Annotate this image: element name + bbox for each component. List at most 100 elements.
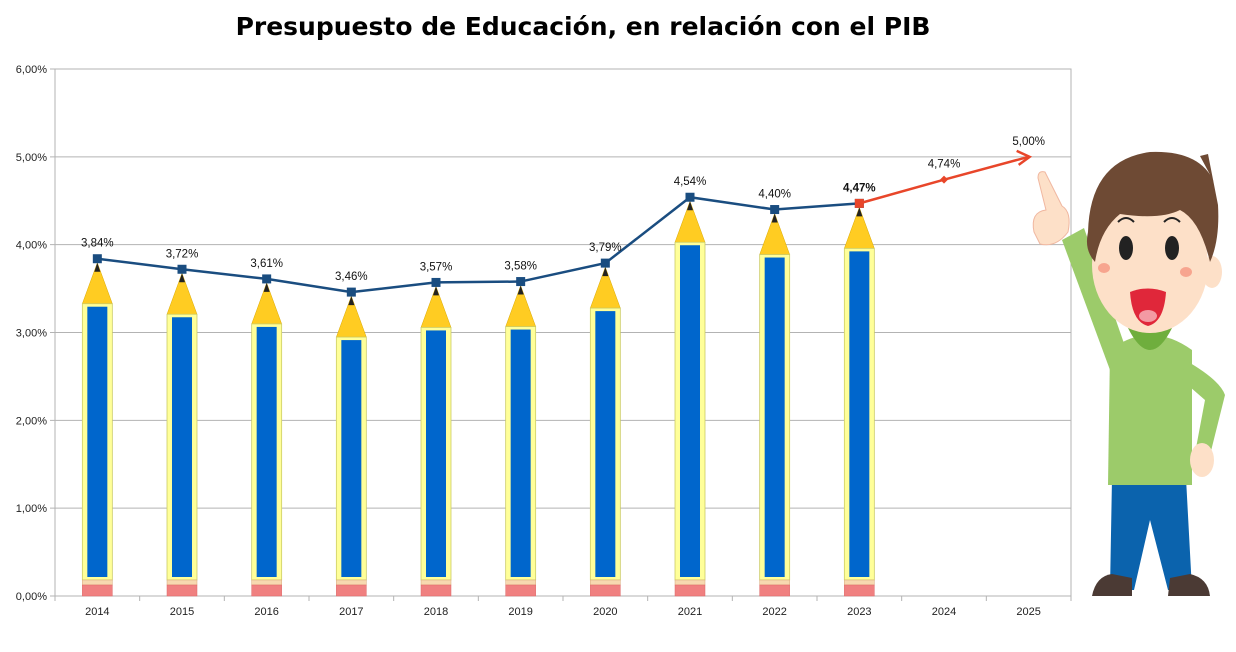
pencil-bar bbox=[81, 261, 113, 597]
x-tick-label: 2025 bbox=[1016, 606, 1040, 618]
data-label: 3,72% bbox=[166, 248, 199, 260]
grid: 0,00% 1,00% 2,00% 3,00% 4,00% 5,00% 6,00% 2014 2… bbox=[16, 64, 1072, 618]
pencil-lead bbox=[602, 267, 609, 277]
x-tick-label: 2018 bbox=[424, 606, 448, 618]
x-tick-label: 2019 bbox=[508, 606, 532, 618]
pencil-bar bbox=[335, 295, 367, 597]
pencil-bar bbox=[420, 285, 452, 597]
chart-title: Presupuesto de Educación, en relación co… bbox=[235, 12, 931, 41]
pencil-ferrule bbox=[674, 579, 706, 586]
x-tick-label: 2023 bbox=[847, 606, 871, 618]
series-lines bbox=[92, 149, 1033, 297]
y-tick-label: 6,00% bbox=[16, 64, 47, 76]
x-tick-label: 2021 bbox=[678, 606, 702, 618]
pencil-eraser bbox=[759, 584, 790, 597]
line-marker bbox=[177, 264, 187, 274]
y-tick-label: 4,00% bbox=[16, 240, 47, 252]
line-marker bbox=[516, 277, 526, 287]
x-tick-label: 2015 bbox=[170, 606, 194, 618]
pencil-stripe bbox=[426, 330, 446, 577]
pencil-ferrule bbox=[420, 579, 452, 586]
pencil-stripe bbox=[510, 329, 531, 577]
pencil-lead bbox=[348, 296, 355, 306]
pencil-bar bbox=[759, 212, 791, 597]
data-labels: 3,84% 3,72% 3,61% 3,46% 3,57% 3,58% 3,79% 4,54%… bbox=[81, 136, 1045, 283]
pencil-stripe bbox=[256, 326, 277, 577]
pencil-lead bbox=[179, 273, 185, 283]
y-tick-label: 5,00% bbox=[16, 152, 47, 164]
pencil-stripe bbox=[87, 306, 108, 577]
pencil-stripe bbox=[172, 317, 192, 577]
pencil-ferrule bbox=[590, 579, 621, 586]
data-label: 3,61% bbox=[250, 258, 283, 270]
pencil-ferrule bbox=[505, 579, 536, 586]
pencil-stripe bbox=[764, 257, 785, 577]
pencil-eraser bbox=[336, 584, 367, 597]
line-marker bbox=[262, 274, 272, 284]
pencil-eraser bbox=[674, 584, 706, 597]
projection-marker bbox=[854, 198, 864, 208]
pencil-eraser bbox=[505, 584, 536, 597]
cartoon-boy-pointing-icon bbox=[1032, 151, 1225, 596]
data-label: 3,58% bbox=[504, 261, 537, 273]
x-tick-label: 2022 bbox=[762, 606, 786, 618]
bars bbox=[81, 200, 875, 597]
pencil-bar bbox=[251, 282, 283, 597]
trend-line bbox=[97, 195, 860, 294]
pencil-stripe bbox=[595, 311, 616, 577]
pencil-ferrule bbox=[844, 579, 875, 586]
data-label: 3,57% bbox=[420, 261, 453, 273]
line-marker bbox=[770, 205, 780, 215]
arrowhead bbox=[1016, 149, 1033, 166]
pencil-ferrule bbox=[251, 579, 282, 586]
x-tick-label: 2024 bbox=[932, 606, 956, 618]
pencil-ferrule bbox=[82, 579, 113, 586]
x-tick-label: 2016 bbox=[254, 606, 278, 618]
pencil-ferrule bbox=[759, 579, 790, 586]
line-marker bbox=[346, 287, 356, 297]
y-tick-label: 1,00% bbox=[16, 503, 47, 515]
pencil-eraser bbox=[420, 584, 452, 597]
y-tick-label: 3,00% bbox=[16, 328, 47, 340]
data-label: 3,46% bbox=[335, 271, 368, 283]
y-tick-label: 2,00% bbox=[16, 415, 47, 427]
pencil-bar bbox=[166, 272, 198, 597]
data-label: 4,74% bbox=[928, 159, 961, 171]
data-label: 3,79% bbox=[589, 242, 622, 254]
pencil-stripe bbox=[341, 340, 362, 577]
pencil-ferrule bbox=[336, 579, 367, 586]
pencil-eraser bbox=[844, 584, 875, 597]
pencil-bar bbox=[589, 266, 621, 597]
pencil-eraser bbox=[251, 584, 282, 597]
pencil-lead bbox=[94, 262, 101, 272]
pencil-stripe bbox=[680, 245, 700, 577]
pencil-bar bbox=[505, 284, 537, 597]
pencil-lead bbox=[263, 282, 270, 292]
line-marker bbox=[600, 258, 610, 268]
data-label: 4,47% bbox=[843, 182, 876, 194]
line-marker bbox=[431, 277, 441, 287]
pencil-eraser bbox=[590, 584, 621, 597]
pencil-stripe bbox=[849, 251, 870, 577]
pencil-bar bbox=[674, 200, 706, 597]
pencil-lead bbox=[687, 201, 693, 211]
data-label: 5,00% bbox=[1012, 136, 1045, 148]
x-tick-label: 2020 bbox=[593, 606, 617, 618]
x-tick-label: 2014 bbox=[85, 606, 109, 618]
pencil-lead bbox=[433, 286, 439, 296]
pencil-lead bbox=[856, 207, 863, 217]
pencil-lead bbox=[771, 213, 778, 223]
data-label: 4,54% bbox=[674, 176, 707, 188]
pencil-ferrule bbox=[166, 579, 198, 586]
pencil-bar bbox=[843, 206, 875, 597]
data-label: 4,40% bbox=[758, 189, 791, 201]
line-marker bbox=[685, 192, 695, 202]
x-tick-label: 2017 bbox=[339, 606, 363, 618]
projection-marker bbox=[940, 175, 948, 184]
pencil-eraser bbox=[82, 584, 113, 597]
data-label: 3,84% bbox=[81, 238, 114, 250]
pencil-lead bbox=[517, 285, 524, 295]
y-tick-label: 0,00% bbox=[16, 591, 47, 603]
pencil-eraser bbox=[166, 584, 198, 597]
